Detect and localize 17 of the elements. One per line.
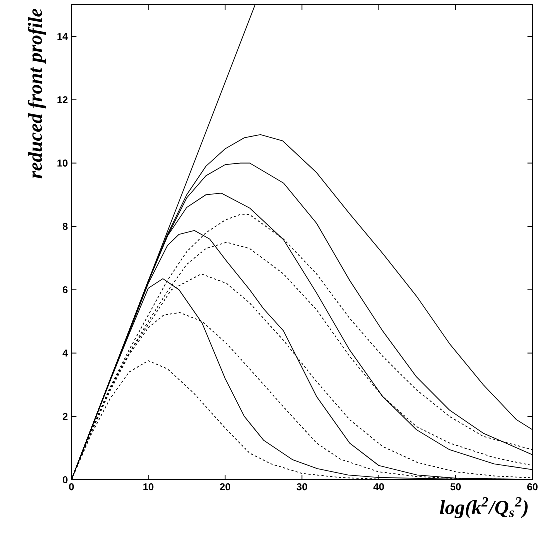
y-tick-label: 14 [58,33,68,40]
y-tick-label: 0 [63,476,68,484]
x-tick-label: 50 [450,484,462,491]
x-tick-label: 0 [69,484,74,491]
x-tick-label: 40 [374,484,384,491]
x-tick-label: 20 [220,484,231,491]
x-tick-label: 30 [296,484,308,491]
x-tick-label: 10 [144,484,154,491]
y-axis-title: reduced front profile [28,8,46,179]
y-tick-label: 2 [62,413,68,420]
y-tick-label: 4 [62,350,68,357]
x-axis-title: log(k$^{2}$/Q$_{s}$$^{2}$) [440,497,528,518]
x-tick-label: 60 [528,484,538,491]
y-tick-label: 10 [58,160,68,167]
y-tick-label: 8 [62,223,68,230]
y-tick-label: 6 [63,286,68,294]
y-tick-label: 12 [58,96,68,104]
